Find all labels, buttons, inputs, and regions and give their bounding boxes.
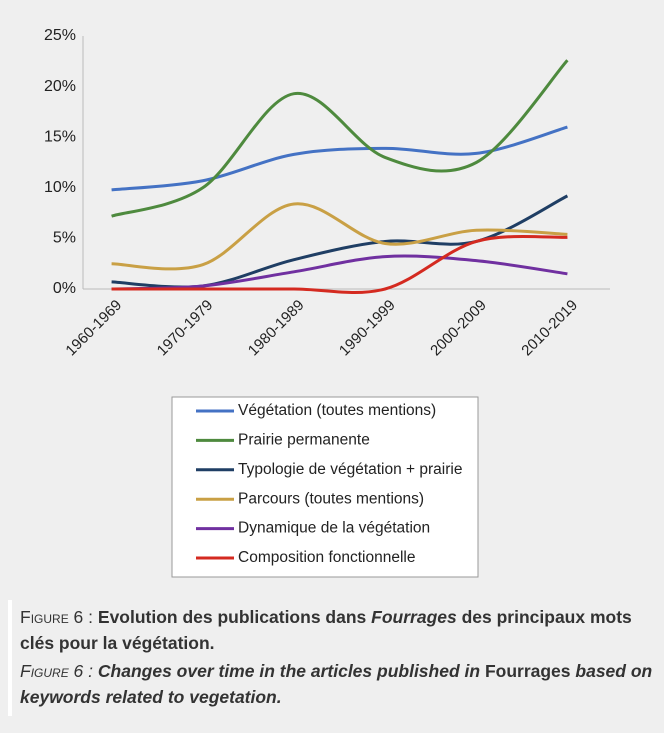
legend-label: Dynamique de la végétation bbox=[238, 520, 430, 537]
caption-text: des principaux mots clés pour la végétat… bbox=[20, 607, 632, 653]
line bbox=[111, 234, 568, 294]
line bbox=[111, 59, 569, 218]
legend-label: Parcours (toutes mentions) bbox=[238, 490, 424, 507]
y-tick-label: 20% bbox=[44, 78, 76, 95]
caption-text: Evolution des publications dans bbox=[97, 607, 367, 627]
line bbox=[111, 125, 568, 192]
caption-fr: Figure 6 : Evolution des publications da… bbox=[20, 604, 660, 656]
caption-label: Figure 6 : bbox=[20, 607, 94, 627]
line bbox=[111, 202, 568, 271]
line bbox=[111, 194, 569, 289]
legend-box bbox=[171, 396, 479, 578]
caption-text: based on keywords related to vegetation. bbox=[20, 661, 653, 707]
caption-text: Changes over time in the articles publis… bbox=[97, 661, 481, 681]
y-tick-label: 10% bbox=[44, 179, 76, 196]
caption-label: Figure 6 : bbox=[20, 661, 94, 681]
y-tick-label: 5% bbox=[53, 230, 76, 247]
x-tick-label: 2010-2019 bbox=[518, 297, 581, 360]
x-tick-label: 1990-1999 bbox=[336, 297, 399, 360]
x-tick-label: 1980-1989 bbox=[245, 297, 308, 360]
legend-label: Composition fonctionnelle bbox=[238, 549, 416, 566]
y-tick-label: 15% bbox=[44, 128, 76, 145]
caption-bar bbox=[8, 600, 12, 716]
y-tick-label: 25% bbox=[44, 27, 76, 44]
caption-text: Fourrages bbox=[484, 661, 571, 681]
x-tick-label: 1970-1979 bbox=[154, 297, 217, 360]
caption: Figure 6 : Evolution des publications da… bbox=[20, 604, 660, 712]
x-tick-label: 1960-1969 bbox=[62, 297, 125, 360]
chart: 0% 5% 10% 15% 20% 25% 1960-1969 1970-1979 1980-1… bbox=[44, 27, 610, 578]
y-tick-label: 0% bbox=[53, 280, 76, 297]
x-tick-label: 2000-2009 bbox=[427, 297, 490, 360]
line bbox=[111, 254, 568, 291]
caption-text: Fourrages bbox=[371, 607, 457, 627]
legend-label: Prairie permanente bbox=[238, 431, 370, 448]
caption-en: Figure 6 : Changes over time in the arti… bbox=[20, 658, 660, 710]
legend-label: Typologie de végétation + prairie bbox=[238, 461, 462, 478]
legend-label: Végétation (toutes mentions) bbox=[238, 402, 436, 419]
